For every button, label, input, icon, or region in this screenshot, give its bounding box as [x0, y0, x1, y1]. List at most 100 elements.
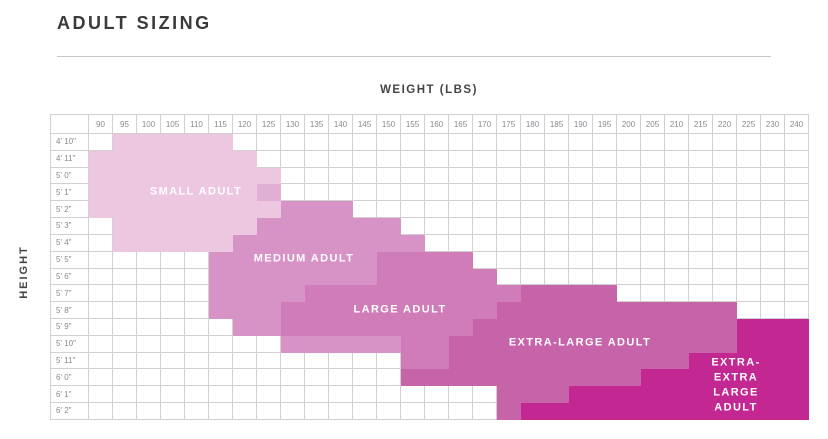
grid-cell [209, 403, 233, 420]
grid-cell [425, 268, 449, 286]
grid-cell [401, 251, 425, 269]
grid-cell [689, 201, 713, 219]
grid-cell [689, 285, 713, 303]
grid-cell [185, 386, 209, 403]
grid-cell [113, 285, 137, 303]
grid-cell [473, 285, 497, 303]
grid-cell [113, 352, 137, 370]
grid-cell [545, 150, 569, 168]
height-row-label: 5' 5" [51, 251, 89, 269]
grid-cell [233, 134, 257, 151]
grid-cell [737, 403, 761, 420]
grid-cell [449, 184, 473, 202]
grid-cell [521, 335, 545, 353]
weight-header-cell: 130 [281, 115, 305, 134]
weight-header-cell: 220 [713, 115, 737, 134]
grid-cell [497, 335, 521, 353]
grid-cell [761, 201, 785, 219]
grid-cell [617, 268, 641, 286]
grid-cell [257, 218, 281, 235]
grid-cell [281, 369, 305, 387]
grid-cell [497, 386, 521, 403]
grid-cell [89, 150, 113, 168]
grid-cell [713, 318, 737, 336]
grid-cell [425, 167, 449, 185]
grid-cell [329, 318, 353, 336]
grid-cell [641, 285, 665, 303]
grid-cell [305, 285, 329, 303]
grid-cell [545, 201, 569, 219]
grid-cell [161, 184, 185, 202]
weight-header-cell: 95 [113, 115, 137, 134]
grid-cell [449, 251, 473, 269]
grid-cell [689, 318, 713, 336]
grid-cell [113, 134, 137, 151]
grid-cell [353, 403, 377, 420]
grid-cell [665, 352, 689, 370]
grid-cell [89, 184, 113, 202]
grid-cell [497, 268, 521, 286]
grid-cell [785, 302, 809, 319]
grid-cell [521, 167, 545, 185]
grid-cell [113, 369, 137, 387]
grid-cell [185, 201, 209, 219]
grid-cell [593, 201, 617, 219]
grid-cell [761, 134, 785, 151]
height-row-label: 5' 6" [51, 268, 89, 286]
grid-cell [89, 134, 113, 151]
grid-cell [641, 251, 665, 269]
grid-cell [713, 369, 737, 387]
grid-cell [329, 369, 353, 387]
weight-header-cell: 125 [257, 115, 281, 134]
height-row-label: 5' 4" [51, 234, 89, 252]
grid-cell [761, 150, 785, 168]
grid-cell [233, 302, 257, 319]
grid-cell [665, 218, 689, 235]
grid-cell [305, 150, 329, 168]
grid-cell [233, 201, 257, 219]
grid-cell [233, 251, 257, 269]
grid-cell [377, 386, 401, 403]
grid-cell [377, 234, 401, 252]
grid-cell [209, 134, 233, 151]
grid-cell [401, 285, 425, 303]
grid-cell [545, 184, 569, 202]
grid-cell [305, 184, 329, 202]
grid-cell [617, 201, 641, 219]
grid-cell [185, 335, 209, 353]
grid-cell [305, 201, 329, 219]
grid-cell [641, 218, 665, 235]
grid-cell [689, 218, 713, 235]
grid-cell [569, 201, 593, 219]
grid-cell [305, 369, 329, 387]
grid-cell [257, 335, 281, 353]
grid-cell [353, 201, 377, 219]
grid-cell [641, 369, 665, 387]
grid-cell [305, 403, 329, 420]
grid-cell [761, 218, 785, 235]
grid-cell [401, 369, 425, 387]
grid-cell [89, 218, 113, 235]
grid-cell [185, 251, 209, 269]
grid-cell [521, 352, 545, 370]
grid-cell [593, 318, 617, 336]
grid-cell [353, 251, 377, 269]
grid-cell [737, 335, 761, 353]
grid-cell [353, 352, 377, 370]
grid-cell [89, 302, 113, 319]
grid-cell [329, 134, 353, 151]
grid-cell [545, 268, 569, 286]
grid-cell [305, 335, 329, 353]
grid-cell [185, 268, 209, 286]
grid-cell [425, 403, 449, 420]
grid-cell [521, 251, 545, 269]
grid-cell [617, 184, 641, 202]
height-row-label: 5' 10" [51, 335, 89, 353]
grid-cell [353, 167, 377, 185]
grid-cell [737, 184, 761, 202]
grid-cell [185, 134, 209, 151]
grid-cell [449, 268, 473, 286]
grid-cell [497, 234, 521, 252]
grid-cell [617, 285, 641, 303]
